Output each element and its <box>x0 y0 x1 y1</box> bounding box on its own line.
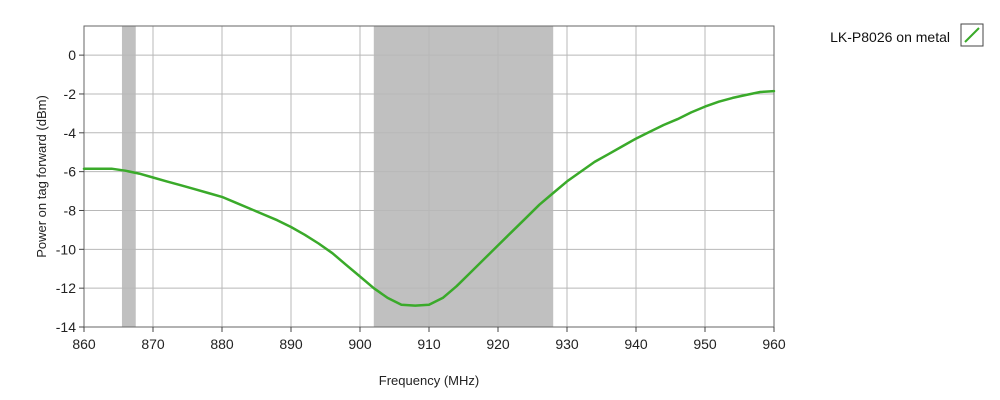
x-tick-label-0: 860 <box>72 336 96 352</box>
y-tick-label-1: -2 <box>64 86 77 102</box>
x-tick-label-9: 950 <box>693 336 717 352</box>
series-line-0 <box>82 89 776 307</box>
y-tick-label-5: -10 <box>56 241 76 257</box>
x-tick-label-1: 870 <box>141 336 165 352</box>
x-tick-label-6: 920 <box>486 336 510 352</box>
shaded-band-1 <box>373 26 554 327</box>
shaded-bands <box>121 26 554 327</box>
x-tick-label-2: 880 <box>210 336 234 352</box>
x-tick-label-8: 940 <box>624 336 648 352</box>
shaded-band-0 <box>121 26 136 327</box>
y-axis-title: Power on tag forward (dBm) <box>34 95 49 258</box>
x-tick-label-7: 930 <box>555 336 579 352</box>
y-tick-label-0: 0 <box>68 47 76 63</box>
x-tick-label-10: 960 <box>762 336 786 352</box>
y-tick-label-4: -8 <box>64 202 77 218</box>
series-layer <box>82 89 776 307</box>
x-tick-label-5: 910 <box>417 336 441 352</box>
legend: LK-P8026 on metal <box>830 23 984 47</box>
x-tick-label-3: 890 <box>279 336 303 352</box>
grid <box>84 26 774 328</box>
y-tick-label-7: -14 <box>56 319 76 335</box>
x-tick-label-4: 900 <box>348 336 372 352</box>
y-tick-label-2: -4 <box>64 125 77 141</box>
x-axis-title: Frequency (MHz) <box>379 373 479 388</box>
y-tick-label-6: -12 <box>56 280 76 296</box>
legend-label: LK-P8026 on metal <box>830 29 950 45</box>
axis-ticks: 860 870 880 890 900 910 920 930 940 950 960 0 -2 -4 -6… <box>56 47 786 352</box>
legend-swatch-line <box>964 27 980 43</box>
y-tick-label-3: -6 <box>64 164 77 180</box>
